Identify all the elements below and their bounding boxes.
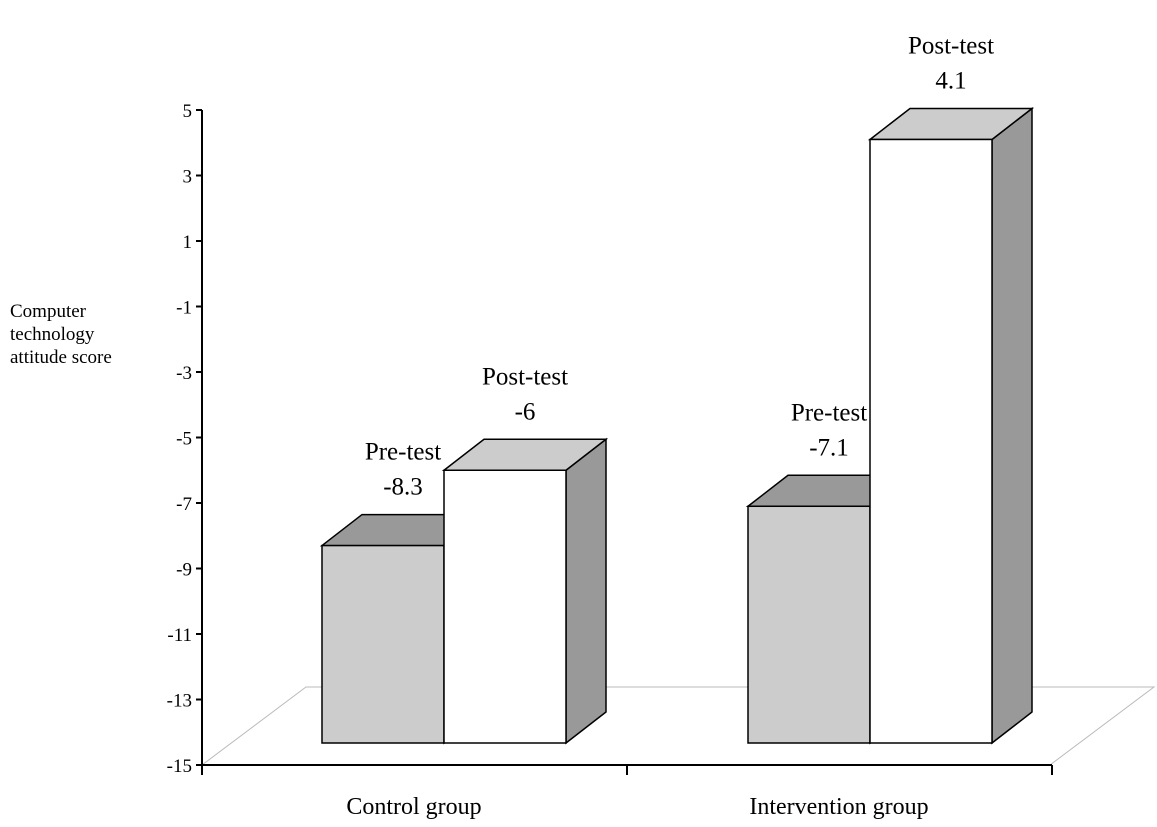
y-tick-label: -3 <box>176 363 192 384</box>
bar-series-label: Post-test <box>908 32 994 59</box>
axes: 5 3 1 -1 -3 -5 -7 -9 -11 -13 -15 Control group Inter… <box>167 101 1053 820</box>
y-tick-label: -9 <box>176 560 192 581</box>
y-tick-label: 5 <box>183 101 193 122</box>
y-axis-label: Computer technology attitude score <box>10 300 170 369</box>
y-tick-label: -1 <box>176 298 192 319</box>
bar <box>443 469 567 744</box>
y-tick-label: 1 <box>183 232 193 253</box>
bar-labels: Pre-test -8.3 Post-test -6 Pre-test -7.1 Post-… <box>365 32 994 500</box>
bar-series-label: Post-test <box>482 363 568 390</box>
x-tick-label: Intervention group <box>749 794 928 820</box>
y-tick-label: -7 <box>176 494 192 515</box>
y-tick-label: 3 <box>183 167 193 188</box>
bar-value-label: -7.1 <box>809 434 849 461</box>
y-tick-label: -5 <box>176 429 192 450</box>
bars <box>319 106 1035 745</box>
bar <box>747 505 871 744</box>
bar-value-label: -8.3 <box>383 474 423 501</box>
y-tick-label: -13 <box>167 691 192 712</box>
bar-side <box>565 437 607 745</box>
y-tick-label: -15 <box>167 756 192 777</box>
bar <box>321 544 445 744</box>
x-tick-label: Control group <box>346 794 481 820</box>
y-axis-label-line-2: technology <box>10 324 95 345</box>
bar-series-label: Pre-test <box>791 399 867 426</box>
bar-value-label: -6 <box>515 398 536 425</box>
bar-series-label: Pre-test <box>365 439 441 466</box>
y-axis-label-line-1: Computer <box>10 301 86 322</box>
bar <box>869 138 993 744</box>
y-axis-label-line-3: attitude score <box>10 347 112 368</box>
bar-value-label: 4.1 <box>935 67 966 94</box>
y-tick-label: -11 <box>167 625 192 646</box>
bar-side <box>991 106 1033 745</box>
